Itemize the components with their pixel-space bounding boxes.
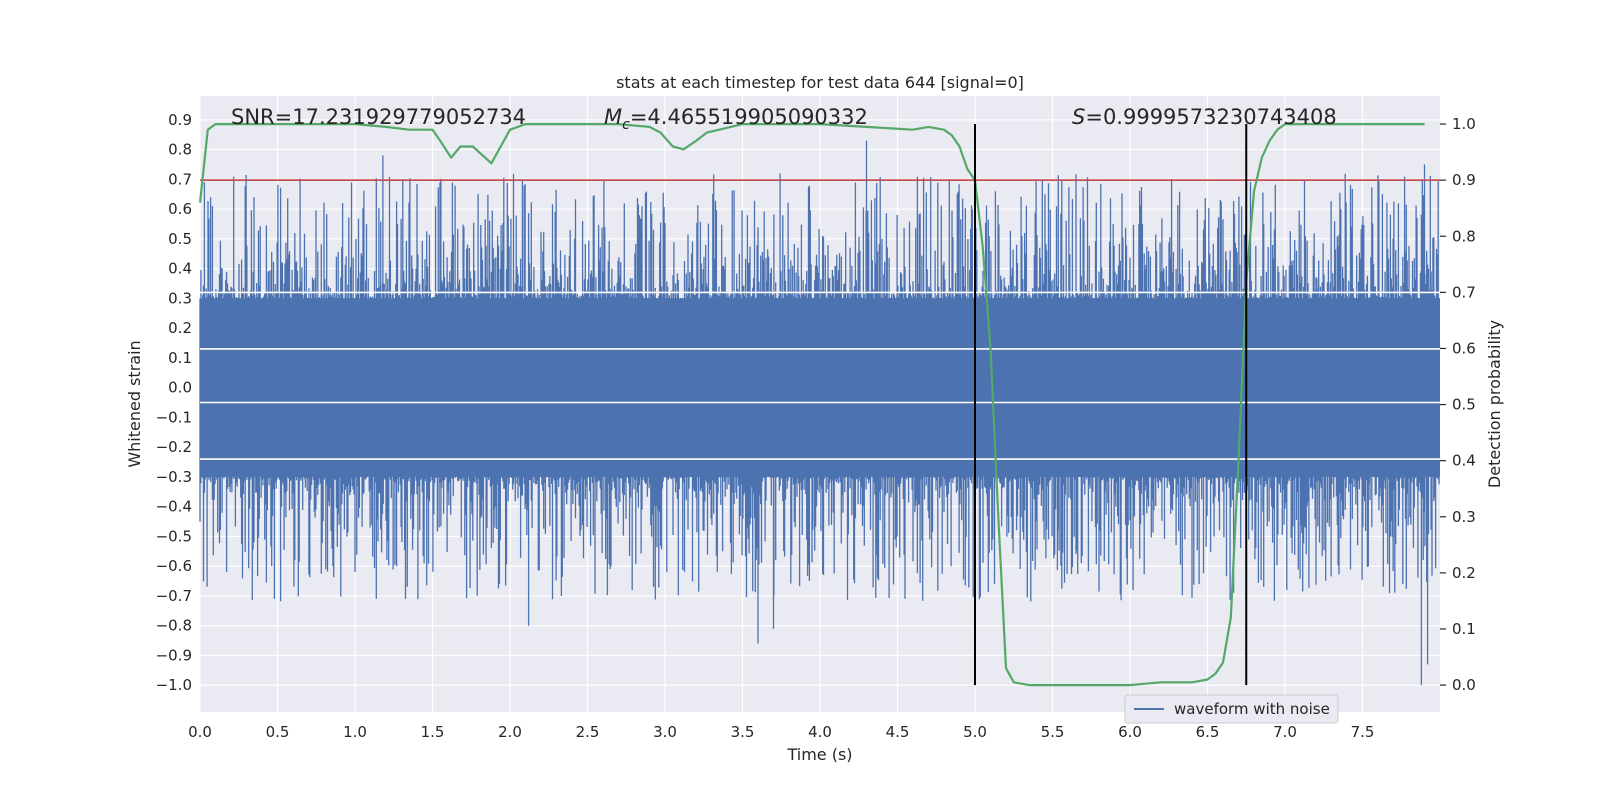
y2-tick-label: 0.8 bbox=[1452, 227, 1476, 245]
legend-entry-waveform: waveform with noise bbox=[1174, 700, 1330, 718]
y2-tick-label: 0.2 bbox=[1452, 564, 1476, 582]
waveform-strands bbox=[199, 140, 1440, 686]
x-tick-label: 7.5 bbox=[1351, 723, 1375, 741]
x-tick-label: 1.0 bbox=[343, 723, 367, 741]
chirp-mass-symbol: M bbox=[604, 105, 622, 129]
x-tick-label: 0.5 bbox=[266, 723, 290, 741]
x-tick-label: 6.0 bbox=[1118, 723, 1142, 741]
y-tick-label: 0.2 bbox=[168, 319, 192, 337]
y-tick-label: −0.3 bbox=[156, 468, 192, 486]
y-tick-label: −0.4 bbox=[156, 498, 192, 516]
y-tick-label: 0.7 bbox=[168, 170, 192, 188]
y-tick-label: 0.9 bbox=[168, 111, 192, 129]
y-tick-label: −0.5 bbox=[156, 527, 192, 545]
y2-tick-label: 0.1 bbox=[1452, 620, 1476, 638]
significance-annotation: S=0.9999573230743408 bbox=[1072, 105, 1337, 129]
legend-box bbox=[1124, 694, 1339, 724]
y-tick-label: 0.1 bbox=[168, 349, 192, 367]
y-tick-label: 0.6 bbox=[168, 200, 192, 218]
x-tick-label: 5.0 bbox=[963, 723, 987, 741]
x-tick-label: 3.5 bbox=[731, 723, 755, 741]
y-tick-label: 0.3 bbox=[168, 289, 192, 307]
x-axis-ticks: 0.0 0.5 1.0 1.5 2.0 2.5 3.0 3.5 4.0 4.5 5.0 5.5 6.0 6… bbox=[188, 723, 1374, 741]
y2-axis-label: Detection probability bbox=[1485, 320, 1504, 488]
y-tick-label: −0.7 bbox=[156, 587, 192, 605]
waveform-with-noise-series bbox=[199, 140, 1440, 686]
x-tick-label: 5.5 bbox=[1041, 723, 1065, 741]
chirp-mass-subscript: c bbox=[622, 117, 630, 133]
y-tick-label: −0.2 bbox=[156, 438, 192, 456]
y-tick-label: −0.1 bbox=[156, 408, 192, 426]
y-tick-label: 0.0 bbox=[168, 379, 192, 397]
y-tick-label: −1.0 bbox=[156, 676, 192, 694]
y2-tick-label: 0.7 bbox=[1452, 283, 1476, 301]
y-tick-label: −0.9 bbox=[156, 646, 192, 664]
significance-symbol: S bbox=[1072, 105, 1085, 129]
x-tick-label: 1.5 bbox=[421, 723, 445, 741]
significance-value: =0.9999573230743408 bbox=[1085, 105, 1336, 129]
detection-probability-series bbox=[198, 122, 1425, 687]
vertical-markers bbox=[974, 124, 1248, 686]
y2-axis-ticks: 0.0 0.1 0.2 0.3 0.4 0.5 0.6 0.7 0.8 0.9 1.0 bbox=[1440, 115, 1476, 694]
x-tick-label: 2.5 bbox=[576, 723, 600, 741]
y2-tick-label: 0.3 bbox=[1452, 508, 1476, 526]
y-axis-label: Whitened strain bbox=[125, 340, 144, 467]
chirp-mass-value: =4.465519905090332 bbox=[630, 105, 868, 129]
legend: waveform with noise bbox=[1124, 694, 1339, 724]
y-tick-label: 0.4 bbox=[168, 260, 192, 278]
x-tick-label: 0.0 bbox=[188, 723, 212, 741]
y2-tick-label: 0.9 bbox=[1452, 171, 1476, 189]
x-axis-label: Time (s) bbox=[786, 745, 852, 764]
x-tick-label: 2.0 bbox=[498, 723, 522, 741]
y2-tick-label: 0.4 bbox=[1452, 452, 1476, 470]
y2-tick-label: 1.0 bbox=[1452, 115, 1476, 133]
y2-tick-label: 0.0 bbox=[1452, 676, 1476, 694]
chart-title: stats at each timestep for test data 644… bbox=[616, 73, 1024, 92]
x-tick-label: 4.5 bbox=[886, 723, 910, 741]
y2-tick-label: 0.5 bbox=[1452, 396, 1476, 414]
snr-annotation: SNR=17.231929779052734 bbox=[231, 105, 526, 129]
x-tick-label: 6.5 bbox=[1196, 723, 1220, 741]
y2-tick-label: 0.6 bbox=[1452, 339, 1476, 357]
x-tick-label: 4.0 bbox=[808, 723, 832, 741]
y-tick-label: 0.8 bbox=[168, 141, 192, 159]
probability-line bbox=[198, 122, 1425, 687]
chirp-mass-annotation: Mc=4.465519905090332 bbox=[604, 105, 868, 133]
y-tick-label: 0.5 bbox=[168, 230, 192, 248]
y-tick-label: −0.6 bbox=[156, 557, 192, 575]
y-axis-ticks: −1.0 −0.9 −0.8 −0.7 −0.6 −0.5 −0.4 −0.3 −0.2 −0.1… bbox=[156, 111, 192, 694]
x-tick-label: 3.0 bbox=[653, 723, 677, 741]
x-tick-label: 7.0 bbox=[1273, 723, 1297, 741]
y-tick-label: −0.8 bbox=[156, 617, 192, 635]
white-bands bbox=[200, 291, 1440, 460]
